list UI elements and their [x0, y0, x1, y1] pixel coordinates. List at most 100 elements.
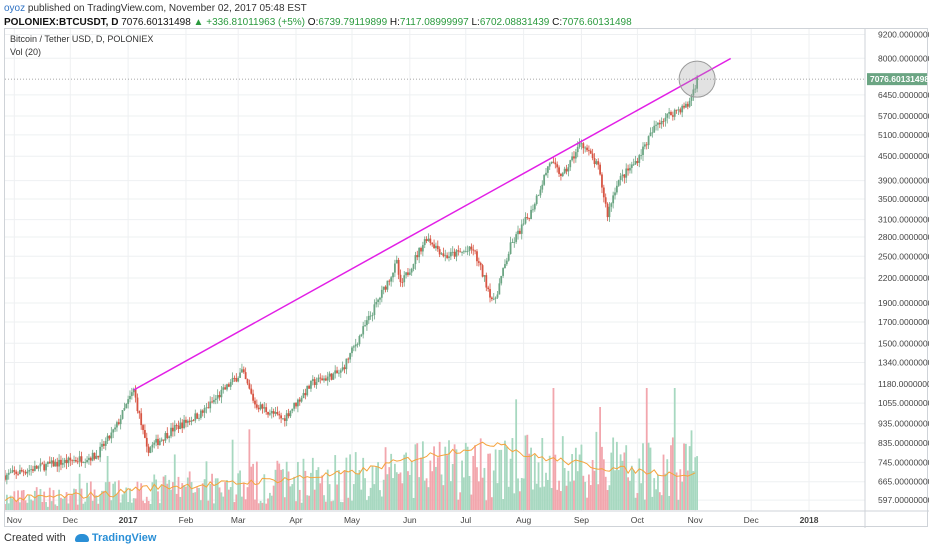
volume-bar [414, 444, 417, 510]
volume-bar [584, 481, 587, 510]
volume-bar [675, 472, 678, 510]
candle-body [504, 264, 506, 269]
volume-bar [612, 437, 615, 510]
candle-body [407, 272, 409, 275]
high-label: H: [389, 17, 400, 28]
candle-body [574, 152, 577, 159]
volume-bar [474, 445, 477, 510]
candle-body [116, 422, 118, 428]
volume-bar [26, 502, 29, 510]
volume-bar [282, 469, 284, 510]
candle-body [255, 404, 258, 408]
volume-bar [218, 487, 221, 510]
candle-body [130, 392, 133, 397]
candle-body [213, 399, 215, 403]
candle-body [224, 387, 227, 390]
volume-bar [369, 487, 372, 510]
volume-bar [681, 481, 684, 510]
volume-bar [595, 431, 598, 510]
candle-body [688, 100, 691, 107]
candle-body [181, 422, 184, 429]
volume-bar [660, 495, 663, 510]
volume-bar [41, 501, 44, 510]
candle-body [548, 163, 551, 167]
trendline[interactable] [133, 57, 732, 391]
volume-bar [142, 500, 144, 510]
candle-body [199, 410, 202, 418]
candle-body [295, 402, 297, 407]
tradingview-brand[interactable]: TradingView [91, 532, 157, 544]
volume-bar [554, 454, 557, 510]
candle-body [76, 461, 79, 463]
time-axis[interactable]: Nov Dec 2017 Feb Mar Apr May Jun Jul Aug Sep Oct Nov… [7, 515, 819, 525]
volume-bar [91, 500, 94, 510]
volume-bar [190, 482, 193, 510]
volume-bar [229, 487, 232, 510]
volume-bar [186, 477, 189, 510]
candle-body [634, 161, 637, 165]
volume-bar [233, 502, 236, 510]
candle-body [489, 289, 491, 298]
candle-body [73, 460, 75, 461]
candle-body [382, 286, 385, 290]
price-chart[interactable]: 9200.00000000 8000.00000000 6450.00000000 5… [5, 29, 929, 528]
y-tick-label: 665.00000000 [878, 477, 929, 487]
candle-body [166, 433, 169, 438]
volume-bar [209, 483, 212, 510]
candle-body [379, 297, 381, 300]
candle-body [324, 378, 327, 381]
volume-bar [60, 497, 62, 510]
volume-bar [231, 439, 234, 510]
candle-body [168, 436, 171, 438]
volume-bar [132, 498, 135, 510]
volume-bar [47, 506, 49, 510]
candle-body [108, 435, 111, 439]
volume-bar [274, 469, 277, 510]
y-tick-label: 8000.00000000 [878, 53, 929, 63]
volume-bar [627, 477, 629, 510]
candle-body [352, 346, 355, 348]
candle-body [117, 422, 120, 425]
volume-bar [199, 500, 202, 510]
candle-body [673, 109, 676, 117]
volume-bar [464, 442, 467, 510]
price-axis[interactable]: 9200.00000000 8000.00000000 6450.00000000 5… [878, 29, 929, 505]
volume-bar [617, 470, 620, 510]
candle-body [464, 251, 467, 253]
volume-bar [362, 457, 365, 510]
candle-body [261, 404, 264, 409]
volume-bar [442, 485, 445, 510]
candle-body [319, 377, 322, 379]
volume-bar [332, 500, 335, 510]
candle-body [597, 161, 600, 165]
y-tick-label: 1500.00000000 [878, 338, 929, 348]
volume-bar [9, 495, 12, 510]
volume-bar [694, 457, 697, 510]
candle-body [136, 397, 139, 412]
candle-body [694, 88, 697, 90]
candle-body [214, 398, 217, 400]
candle-body [380, 289, 383, 298]
highlight-circle[interactable] [678, 60, 716, 98]
volume-bar [127, 501, 130, 510]
y-tick-label: 1180.00000000 [878, 379, 929, 389]
candle-body [436, 245, 439, 250]
volume-bar [455, 449, 458, 510]
y-tick-label: 835.00000000 [878, 438, 929, 448]
candle-body [171, 427, 174, 432]
author-link[interactable]: oyoz [4, 3, 26, 14]
volume-bar [220, 492, 223, 510]
candle-body [632, 164, 635, 166]
candle-body [472, 249, 475, 251]
candle-body [280, 415, 282, 419]
volume-bar [239, 470, 241, 510]
candle-body [170, 427, 172, 437]
last-price-tag-bg [867, 73, 927, 86]
candle-body [440, 253, 443, 255]
candle-body [119, 418, 122, 425]
volume-bar [481, 477, 484, 510]
chart-pane[interactable]: 9200.00000000 8000.00000000 6450.00000000 5… [4, 28, 929, 528]
volume-bar [533, 454, 536, 510]
candle-body [393, 263, 396, 273]
candle-body [546, 166, 549, 173]
